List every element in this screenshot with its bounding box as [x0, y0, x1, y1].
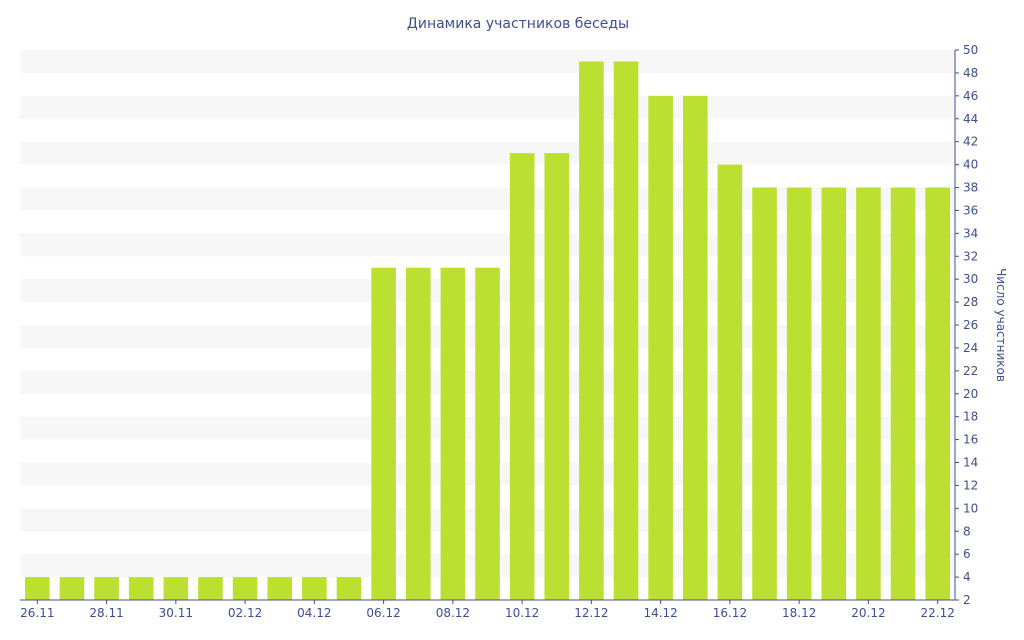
y-tick-label: 30 [963, 272, 978, 286]
bar-20.12 [856, 187, 881, 600]
y-tick-label: 6 [963, 547, 971, 561]
y-tick-label: 18 [963, 410, 978, 424]
y-tick-label: 16 [963, 433, 978, 447]
y-tick-label: 50 [963, 43, 978, 57]
bar-02.12 [232, 577, 258, 600]
bar-06.12 [371, 267, 396, 600]
x-tick-label: 14.12 [643, 606, 677, 620]
y-tick-label: 24 [963, 341, 978, 355]
y-tick-label: 20 [963, 387, 978, 401]
y-tick-label: 12 [963, 478, 978, 492]
x-tick-label: 30.11 [159, 606, 193, 620]
bar-05.12 [336, 577, 362, 600]
x-tick-label: 22.12 [921, 606, 955, 620]
y-tick-label: 14 [963, 456, 978, 470]
y-tick-label: 28 [963, 295, 978, 309]
x-tick-label: 08.12 [436, 606, 470, 620]
y-tick-label: 10 [963, 501, 978, 515]
bar-26.11 [25, 577, 50, 600]
bar-07.12 [405, 267, 431, 600]
y-tick-label: 44 [963, 112, 978, 126]
bar-09.12 [475, 267, 500, 600]
bar-22.12 [925, 187, 950, 600]
y-tick-label: 42 [963, 135, 978, 149]
y-tick-label: 48 [963, 66, 978, 80]
grid-band [20, 50, 955, 73]
x-axis-ticks: 26.11 28.11 30.11 02.12 04.12 06.12 08.12 10.12… [20, 600, 955, 620]
x-tick-label: 26.11 [20, 606, 54, 620]
y-tick-label: 4 [963, 570, 971, 584]
y-tick-label: 26 [963, 318, 978, 332]
x-tick-label: 06.12 [366, 606, 400, 620]
grid-band [20, 95, 955, 119]
bar-13.12 [613, 61, 639, 601]
bar-18.12 [786, 187, 812, 600]
y-tick-label: 38 [963, 181, 978, 195]
y-tick-label: 32 [963, 249, 978, 263]
y-tick-label: 46 [963, 89, 978, 103]
y-axis-label: Число участников [994, 268, 1008, 382]
x-tick-label: 20.12 [851, 606, 885, 620]
grid-band [20, 187, 955, 211]
bars [25, 61, 950, 601]
bar-21.12 [890, 187, 916, 600]
x-tick-label: 04.12 [297, 606, 331, 620]
y-tick-label: 22 [963, 364, 978, 378]
x-tick-label: 28.11 [89, 606, 123, 620]
bar-01.12 [198, 577, 223, 600]
chart-title: Динамика участников беседы [407, 16, 629, 32]
bar-15.12 [682, 95, 708, 600]
grid-band [20, 141, 955, 165]
bar-19.12 [821, 187, 847, 600]
y-tick-label: 34 [963, 226, 978, 240]
bar-29.11 [128, 577, 154, 600]
x-tick-label: 16.12 [713, 606, 747, 620]
x-tick-label: 10.12 [505, 606, 539, 620]
bar-27.11 [59, 577, 85, 600]
bar-04.12 [302, 577, 327, 600]
bar-14.12 [648, 95, 673, 600]
bar-28.11 [94, 577, 119, 600]
y-tick-label: 8 [963, 524, 971, 538]
bar-16.12 [717, 164, 743, 601]
bar-03.12 [267, 577, 293, 600]
grid-band [20, 233, 955, 257]
y-tick-label: 2 [963, 593, 971, 607]
y-tick-label: 36 [963, 203, 978, 217]
y-axis-ticks: 2468101214161820222426283032343638404244… [955, 43, 978, 607]
y-tick-label: 40 [963, 158, 978, 172]
bar-17.12 [752, 187, 777, 600]
bar-10.12 [509, 153, 535, 600]
x-tick-label: 02.12 [228, 606, 262, 620]
x-tick-label: 18.12 [782, 606, 816, 620]
bar-12.12 [579, 61, 604, 601]
bar-08.12 [440, 267, 466, 600]
bar-30.11 [163, 577, 189, 600]
bar-11.12 [544, 153, 570, 600]
x-tick-label: 12.12 [574, 606, 608, 620]
